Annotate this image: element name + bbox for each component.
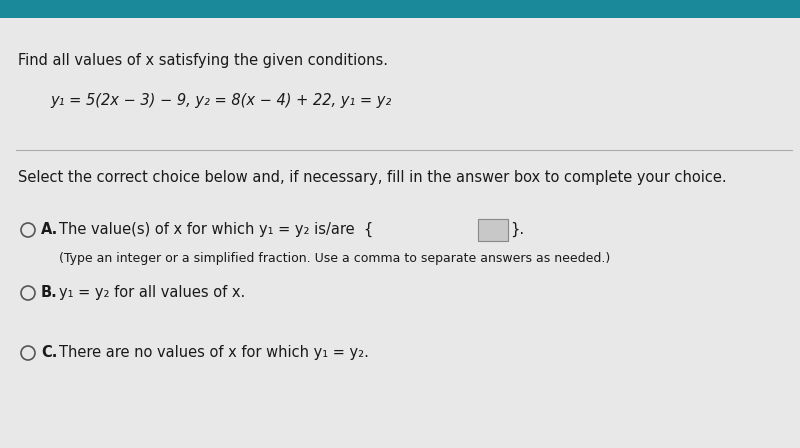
Text: y₁ = 5(2x − 3) − 9, y₂ = 8(x − 4) + 22, y₁ = y₂: y₁ = 5(2x − 3) − 9, y₂ = 8(x − 4) + 22, …: [50, 93, 391, 108]
Text: There are no values of x for which y₁ = y₂.: There are no values of x for which y₁ = …: [59, 345, 369, 359]
Text: Select the correct choice below and, if necessary, fill in the answer box to com: Select the correct choice below and, if …: [18, 170, 726, 185]
Text: }.: }.: [510, 221, 524, 237]
Text: A.: A.: [41, 221, 58, 237]
Text: Find all values of x satisfying the given conditions.: Find all values of x satisfying the give…: [18, 53, 388, 68]
Text: (Type an integer or a simplified fraction. Use a comma to separate answers as ne: (Type an integer or a simplified fractio…: [59, 252, 610, 265]
Text: The value(s) of x for which y₁ = y₂ is/are  {: The value(s) of x for which y₁ = y₂ is/a…: [59, 221, 374, 237]
FancyBboxPatch shape: [478, 219, 508, 241]
Text: y₁ = y₂ for all values of x.: y₁ = y₂ for all values of x.: [59, 284, 246, 300]
Text: B.: B.: [41, 284, 58, 300]
Text: C.: C.: [41, 345, 58, 359]
FancyBboxPatch shape: [0, 0, 800, 18]
